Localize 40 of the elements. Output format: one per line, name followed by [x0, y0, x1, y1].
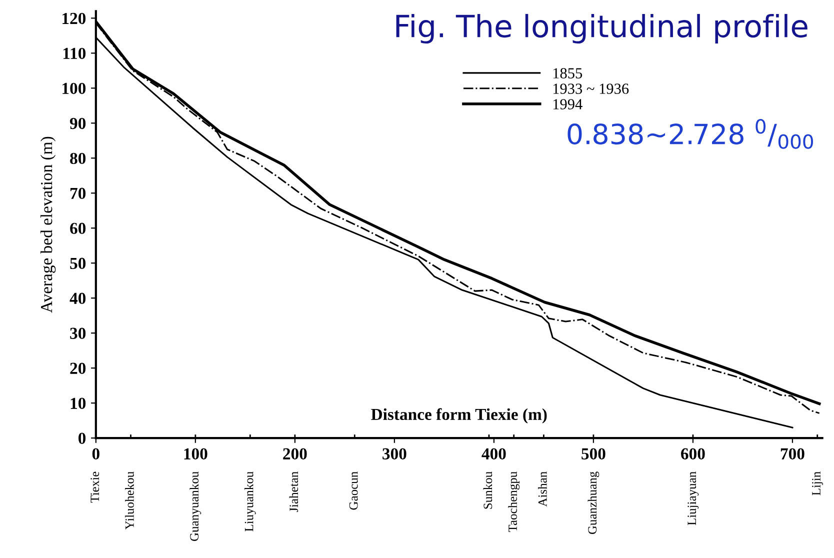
annotation: 0.838~2.728 $^{0}$/$_{000}$ [568, 119, 814, 149]
text: Yiluohekou [125, 472, 134, 530]
x-tick-label: 400 [482, 448, 506, 460]
text: Liuyuankou [244, 472, 256, 532]
y-tick-label: 120 [62, 12, 86, 24]
x-tick-label: 700 [780, 448, 804, 460]
x-tick-label: 600 [681, 448, 705, 460]
y-tick-label: 30 [70, 328, 86, 340]
y-tick-label: 10 [70, 398, 86, 409]
y-tick-label: 40 [70, 292, 86, 304]
legend-label: 1994 [553, 99, 582, 110]
text: Taochengpu [508, 472, 520, 532]
y-tick-label: 50 [70, 258, 86, 270]
x-tick-label: 200 [283, 448, 307, 460]
x-axis-title: Distance form Tiexie (m) [371, 408, 547, 424]
x-tick-label: 500 [582, 448, 606, 460]
text: Guanzhuang [588, 472, 600, 534]
y-tick-label: 70 [70, 188, 86, 200]
x-tick-label: 300 [382, 448, 406, 460]
text: Sunkou [483, 472, 492, 509]
legend-label: 1855 [553, 68, 582, 78]
y-tick-label: 110 [63, 48, 86, 60]
chart-title: Fig. The longitudinal profile [396, 14, 808, 44]
text: Guanyuankou [190, 472, 202, 541]
y-tick-label: 0 [78, 432, 86, 444]
y-axis-title: Average bed elevation (m) [40, 136, 56, 313]
text: Gaocun [349, 472, 358, 510]
text: Tiexie [90, 472, 100, 503]
y-tick-label: 80 [70, 152, 86, 164]
text: Liujiayuan [688, 472, 699, 526]
text: Lijin [812, 472, 824, 496]
y-tick-label: 90 [70, 118, 86, 130]
y-tick-label: 60 [70, 222, 86, 234]
text: Jiahetan [289, 472, 298, 512]
x-tick-label: 0 [92, 448, 100, 460]
y-tick-label: 20 [70, 362, 86, 374]
x-tick-label: 100 [184, 448, 208, 460]
legend-label: 1933 ~ 1936 [553, 84, 629, 94]
y-tick-label: 100 [62, 82, 86, 94]
text: Aishan [538, 472, 547, 507]
